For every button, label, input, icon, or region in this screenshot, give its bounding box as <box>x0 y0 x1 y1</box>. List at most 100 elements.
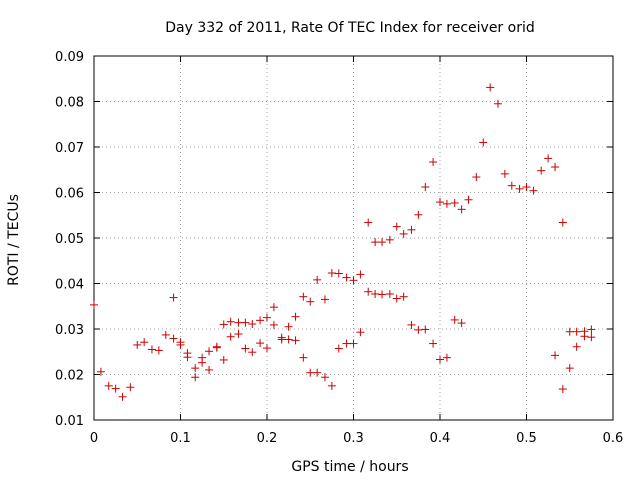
data-point <box>537 166 546 175</box>
y-tick-label: 0.02 <box>55 369 84 384</box>
plot-frame <box>93 55 614 421</box>
data-point <box>572 327 581 336</box>
data-point <box>558 385 567 394</box>
data-point <box>364 218 373 227</box>
data-point <box>414 210 423 219</box>
y-tick-label: 0.05 <box>55 232 84 247</box>
data-point <box>334 344 343 353</box>
data-point <box>493 99 502 108</box>
data-point <box>407 225 416 234</box>
data-point <box>140 338 149 347</box>
data-point <box>450 315 459 324</box>
y-tick-label: 0.01 <box>55 414 84 429</box>
data-point <box>450 198 459 207</box>
data-point <box>256 339 265 348</box>
data-point <box>371 289 380 298</box>
data-point <box>544 154 553 163</box>
data-point <box>191 364 200 373</box>
data-point <box>205 347 214 356</box>
data-point <box>248 319 257 328</box>
data-point <box>349 276 358 285</box>
data-point <box>392 222 401 231</box>
data-point <box>234 330 243 339</box>
x-tick-label: 0.2 <box>257 431 278 446</box>
data-point <box>183 353 192 362</box>
data-point <box>104 381 113 390</box>
data-point <box>90 300 98 309</box>
data-point <box>572 342 581 351</box>
data-point <box>522 183 531 192</box>
x-tick-label: 0.1 <box>170 431 191 446</box>
data-point <box>327 269 336 278</box>
data-point <box>414 325 423 334</box>
data-point <box>364 287 373 296</box>
data-point <box>479 138 488 147</box>
data-point <box>118 392 127 401</box>
data-points <box>90 83 596 401</box>
x-tick-label: 0.5 <box>516 431 537 446</box>
data-point <box>349 339 358 348</box>
data-point <box>169 293 178 302</box>
data-point <box>464 195 473 204</box>
x-tick-label: 0.3 <box>343 431 364 446</box>
data-point <box>421 183 430 192</box>
chart-title: Day 332 of 2011, Rate Of TEC Index for r… <box>165 20 534 36</box>
data-point <box>313 275 322 284</box>
data-point <box>442 199 451 208</box>
data-point <box>429 158 438 167</box>
data-point <box>378 238 387 247</box>
data-point <box>263 344 271 353</box>
data-point <box>580 332 589 341</box>
data-point <box>486 83 495 92</box>
y-axis-label: ROTI / TECUs <box>6 194 22 286</box>
data-point <box>291 336 300 345</box>
data-point <box>212 343 221 352</box>
data-point <box>205 365 214 374</box>
data-point <box>241 318 250 327</box>
data-point <box>291 312 300 321</box>
data-point <box>342 339 351 348</box>
y-tick-label: 0.07 <box>55 141 84 156</box>
data-point <box>219 355 228 364</box>
data-point <box>306 368 315 377</box>
data-point <box>472 173 481 182</box>
data-point <box>306 297 315 306</box>
data-point <box>269 320 278 329</box>
data-point <box>407 320 416 329</box>
data-point <box>133 340 142 349</box>
data-point <box>378 290 387 299</box>
axis-ticks: 0 0.1 0.2 0.3 0.4 0.5 0.6 0.01 0.02 0.03 0.04 0.05 0… <box>55 50 623 446</box>
data-point <box>191 373 200 382</box>
data-point <box>327 381 336 390</box>
data-point <box>169 334 178 343</box>
y-tick-label: 0.09 <box>55 50 84 65</box>
data-point <box>399 292 408 301</box>
data-point <box>226 332 235 341</box>
data-point <box>277 335 286 344</box>
data-point <box>126 383 135 392</box>
x-tick-label: 0 <box>90 431 98 446</box>
data-point <box>269 303 278 312</box>
data-point <box>284 335 293 344</box>
data-point <box>442 353 451 362</box>
data-point <box>558 218 567 227</box>
y-tick-label: 0.06 <box>55 187 84 202</box>
y-tick-label: 0.03 <box>55 323 84 338</box>
data-point <box>436 198 444 207</box>
data-point <box>263 313 271 322</box>
data-point <box>334 269 343 278</box>
y-tick-label: 0.04 <box>55 278 84 293</box>
data-point <box>248 348 257 357</box>
data-point <box>371 238 380 247</box>
data-point <box>256 316 265 325</box>
data-point <box>356 328 365 337</box>
data-point <box>111 384 120 393</box>
data-point <box>457 205 466 214</box>
data-point <box>342 273 351 282</box>
data-point <box>198 358 207 367</box>
data-point <box>161 330 170 339</box>
data-point <box>529 186 538 195</box>
data-point <box>551 351 560 360</box>
data-point <box>551 163 560 172</box>
data-point <box>356 270 365 279</box>
